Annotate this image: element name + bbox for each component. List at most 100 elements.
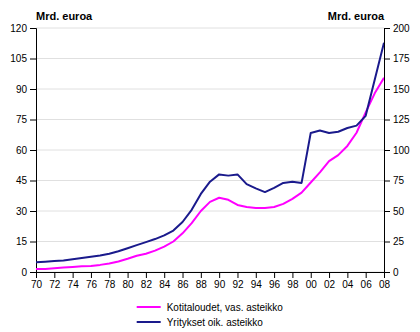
tick: 15 [16,236,36,247]
plot: 7072747678808284868890929496980002040608… [10,23,410,290]
tick-mark [384,242,390,243]
tick-label: 75 [393,175,405,186]
grid [36,28,384,272]
tick-label: 0 [21,267,27,278]
tick: 120 [10,23,36,34]
tick-label: 00 [306,279,318,290]
tick-mark [164,272,165,278]
tick-mark [329,272,330,278]
tick-label: 90 [214,279,226,290]
tick-label: 02 [324,279,336,290]
tick-mark [347,272,348,278]
tick: 02 [324,272,336,290]
tick-label: 120 [10,23,27,34]
tick: 82 [141,272,153,290]
tick-label: 175 [393,53,410,64]
tick-label: 125 [393,114,410,125]
grid-line [36,119,384,120]
tick-label: 06 [361,279,373,290]
tick-label: 80 [123,279,135,290]
tick-mark [91,272,92,278]
tick: 88 [196,272,208,290]
tick-mark [384,211,390,212]
tick-mark [256,272,257,278]
tick-mark [30,120,36,121]
tick-mark [384,120,390,121]
tick-mark [54,272,55,278]
tick-mark [384,89,390,90]
tick: 90 [214,272,226,290]
tick-mark [366,272,367,278]
tick: 90 [16,84,36,95]
tick-mark [30,242,36,243]
axis-line [37,273,385,279]
tick-label: 45 [16,175,28,186]
tick-mark [30,89,36,90]
tick: 75 [16,114,36,125]
tick: 70 [31,272,43,290]
tick-label: 96 [269,279,281,290]
y-axis: 0 15 30 45 60 75 90 105 120 [10,23,36,278]
tick: 08 [379,272,391,290]
tick: 74 [68,272,80,290]
legend: Kotitaloudet, vas. asteikko Yritykset oik… [137,302,284,328]
tick: 04 [342,272,354,290]
grid-line [36,89,384,90]
grid-line [36,211,384,212]
tick-label: 90 [16,84,28,95]
tick-label: 92 [232,279,244,290]
tick-label: 100 [393,145,410,156]
tick: 50 [384,206,405,217]
tick-mark [73,272,74,278]
tick: 84 [159,272,171,290]
tick-mark [30,272,36,273]
tick: 0 [21,267,36,278]
tick-mark [219,272,220,278]
tick-label: 82 [141,279,153,290]
y2-axis-title: Mrd. euroa [328,10,385,22]
tick-label: 30 [16,206,28,217]
tick-label: 72 [49,279,61,290]
chart: 7072747678808284868890929496980002040608… [0,0,420,332]
tick-mark [311,272,312,278]
tick-label: 50 [393,206,405,217]
tick: 78 [104,272,116,290]
y2-axis: 0255075100125150175200 [384,23,410,278]
axis-line [385,29,391,273]
tick: 72 [49,272,61,290]
tick-mark [183,272,184,278]
tick: 30 [16,206,36,217]
tick-mark [292,272,293,278]
grid-line [36,241,384,242]
tick: 92 [232,272,244,290]
tick-mark [384,272,390,273]
tick-label: 60 [16,145,28,156]
tick-mark [146,272,147,278]
y-axis-title: Mrd. euroa [36,10,93,22]
legend-label: Kotitaloudet, vas. asteikko [167,302,284,313]
tick-mark [384,59,390,60]
tick-label: 76 [86,279,98,290]
tick-mark [128,272,129,278]
tick-label: 200 [393,23,410,34]
tick: 75 [384,175,405,186]
grid-line [36,150,384,151]
tick-mark [30,181,36,182]
tick-mark [384,28,390,29]
tick: 98 [287,272,299,290]
grid-line [36,58,384,59]
tick: 86 [177,272,189,290]
tick: 100 [384,145,410,156]
tick: 200 [384,23,410,34]
tick-mark [30,28,36,29]
axis-line [30,29,37,273]
tick-mark [237,272,238,278]
line [36,43,384,263]
tick: 175 [384,53,410,64]
tick-label: 84 [159,279,171,290]
tick: 80 [123,272,135,290]
tick-label: 88 [196,279,208,290]
tick-label: 105 [10,53,27,64]
tick-label: 08 [379,279,391,290]
legend-item: Yritykset oik. asteikko [137,317,264,328]
